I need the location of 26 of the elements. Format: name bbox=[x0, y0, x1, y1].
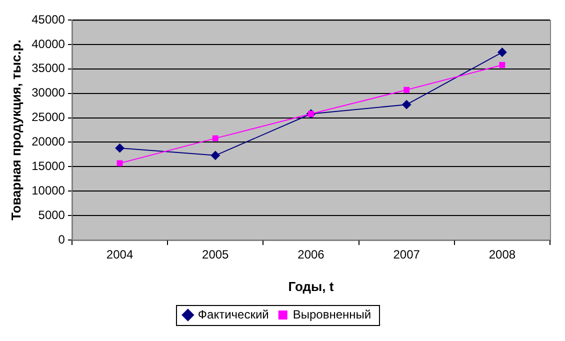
point bbox=[212, 135, 218, 142]
y-axis-title: Товарная продукция, тыс.р. bbox=[8, 40, 24, 220]
legend-label: Фактический bbox=[198, 307, 269, 322]
x-tick-label: 2006 bbox=[298, 248, 325, 262]
point bbox=[404, 86, 410, 93]
x-tick-label: 2008 bbox=[488, 248, 516, 262]
point bbox=[498, 48, 507, 57]
x-axis-title: Годы, t bbox=[288, 278, 334, 294]
legend-label: Выровненный bbox=[292, 307, 372, 322]
point bbox=[499, 62, 506, 68]
y-tick-label: 35000 bbox=[32, 61, 66, 76]
y-tick-label: 25000 bbox=[32, 110, 66, 124]
point bbox=[402, 100, 412, 110]
y-tick-label: 10000 bbox=[32, 183, 66, 198]
x-tick-label: 2007 bbox=[393, 248, 420, 262]
y-tick-label: 15000 bbox=[32, 158, 66, 173]
x-tick-label: 2005 bbox=[202, 248, 230, 262]
point bbox=[210, 150, 220, 160]
y-tick-label: 40000 bbox=[32, 36, 66, 51]
x-tick-label: 2004 bbox=[106, 248, 134, 262]
y-tick-label: 0 bbox=[58, 232, 66, 246]
y-tick-label: 20000 bbox=[32, 134, 66, 149]
y-tick-label: 30000 bbox=[32, 86, 66, 100]
point bbox=[115, 144, 124, 153]
y-tick-label: 45000 bbox=[32, 12, 66, 26]
y-tick-label: 5000 bbox=[38, 208, 66, 222]
